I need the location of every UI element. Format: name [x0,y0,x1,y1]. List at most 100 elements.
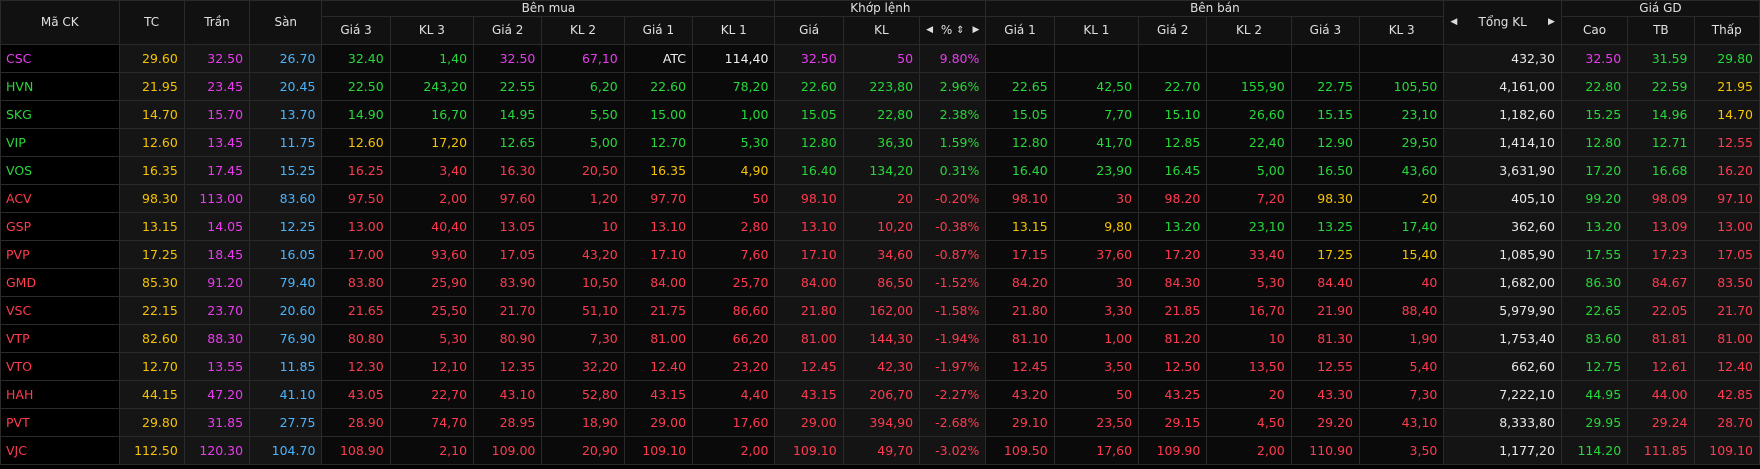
ref-price-cell[interactable]: 12.60 [118,128,185,157]
header-sell-vol1[interactable]: KL 1 [1053,16,1140,45]
match-pct-cell[interactable]: -1.52% [919,268,987,297]
header-sell-price1[interactable]: Giá 1 [985,16,1055,45]
match-pct-cell[interactable]: -0.38% [919,212,987,241]
table-row[interactable]: VJC 112.50 120.30 104.70 108.90 2,10 109.00 20,… [0,436,1760,465]
header-ceiling[interactable]: Trần [183,0,251,45]
table-row[interactable]: CSC 29.60 32.50 26.70 32.40 1,40 32.50 67,10 ATC… [0,44,1760,73]
buy-price2-cell[interactable]: 43.10 [473,380,543,409]
sell-vol2-cell[interactable]: 33,40 [1206,240,1292,269]
buy-vol3-cell[interactable]: 1,40 [389,44,475,73]
sell-vol1-cell[interactable] [1053,44,1140,73]
header-buy-price3[interactable]: Giá 3 [321,16,391,45]
floor-price-cell[interactable]: 11.85 [249,352,323,381]
sell-vol3-cell[interactable]: 29,50 [1359,128,1445,157]
sell-price3-cell[interactable]: 110.90 [1290,436,1361,465]
arrow-left-icon[interactable]: ◀ [1450,17,1458,27]
sell-price2-cell[interactable]: 29.15 [1138,408,1208,437]
sell-price1-cell[interactable]: 109.50 [985,436,1055,465]
buy-price1-cell[interactable]: 15.00 [623,100,694,129]
sell-vol2-cell[interactable]: 22,40 [1206,128,1292,157]
sell-price2-cell[interactable]: 12.85 [1138,128,1208,157]
high-price-cell[interactable]: 12.75 [1560,352,1629,381]
match-pct-cell[interactable]: -1.94% [919,324,987,353]
symbol-cell[interactable]: SKG [0,100,120,129]
sell-price3-cell[interactable]: 16.50 [1290,156,1361,185]
symbol-cell[interactable]: VSC [0,296,120,325]
total-vol-cell[interactable]: 662,60 [1443,352,1562,381]
match-vol-cell[interactable]: 86,50 [842,268,921,297]
ceiling-price-cell[interactable]: 13.45 [183,128,251,157]
buy-vol1-cell[interactable]: 4,40 [692,380,776,409]
avg-price-cell[interactable]: 22.59 [1627,72,1695,101]
buy-vol2-cell[interactable]: 5,50 [541,100,625,129]
ref-price-cell[interactable]: 17.25 [118,240,185,269]
ref-price-cell[interactable]: 98.30 [118,184,185,213]
buy-price1-cell[interactable]: 81.00 [623,324,694,353]
sell-price2-cell[interactable]: 98.20 [1138,184,1208,213]
buy-price3-cell[interactable]: 28.90 [321,408,391,437]
sell-vol3-cell[interactable]: 88,40 [1359,296,1445,325]
floor-price-cell[interactable]: 27.75 [249,408,323,437]
high-price-cell[interactable]: 13.20 [1560,212,1629,241]
buy-price3-cell[interactable]: 17.00 [321,240,391,269]
ref-price-cell[interactable]: 112.50 [118,436,185,465]
ceiling-price-cell[interactable]: 13.55 [183,352,251,381]
low-price-cell[interactable]: 16.20 [1693,156,1760,185]
symbol-cell[interactable]: HAH [0,380,120,409]
buy-vol2-cell[interactable]: 5,00 [541,128,625,157]
match-pct-cell[interactable]: -2.68% [919,408,987,437]
buy-price1-cell[interactable]: 29.00 [623,408,694,437]
high-price-cell[interactable]: 83.60 [1560,324,1629,353]
sell-price1-cell[interactable]: 12.45 [985,352,1055,381]
buy-vol2-cell[interactable]: 32,20 [541,352,625,381]
high-price-cell[interactable]: 99.20 [1560,184,1629,213]
table-row[interactable]: HAH 44.15 47.20 41.10 43.05 22,70 43.10 52,80 43… [0,380,1760,409]
buy-price2-cell[interactable]: 22.55 [473,72,543,101]
match-price-cell[interactable]: 13.10 [774,212,844,241]
sell-price2-cell[interactable]: 17.20 [1138,240,1208,269]
symbol-cell[interactable]: GMD [0,268,120,297]
floor-price-cell[interactable]: 76.90 [249,324,323,353]
header-buy-price1[interactable]: Giá 1 [623,16,694,45]
match-pct-cell[interactable]: 0.31% [919,156,987,185]
sell-price3-cell[interactable]: 84.40 [1290,268,1361,297]
header-buy-vol3[interactable]: KL 3 [389,16,475,45]
buy-vol2-cell[interactable]: 43,20 [541,240,625,269]
sell-price2-cell[interactable]: 21.85 [1138,296,1208,325]
sell-price1-cell[interactable]: 13.15 [985,212,1055,241]
low-price-cell[interactable]: 21.70 [1693,296,1760,325]
header-ref[interactable]: TC [118,0,185,45]
sort-icon[interactable]: ⇕ [956,24,965,36]
low-price-cell[interactable]: 13.00 [1693,212,1760,241]
buy-vol1-cell[interactable]: 17,60 [692,408,776,437]
low-price-cell[interactable]: 17.05 [1693,240,1760,269]
sell-price2-cell[interactable]: 109.90 [1138,436,1208,465]
match-price-cell[interactable]: 43.15 [774,380,844,409]
ref-price-cell[interactable]: 44.15 [118,380,185,409]
match-price-cell[interactable]: 81.00 [774,324,844,353]
match-vol-cell[interactable]: 42,30 [842,352,921,381]
buy-vol1-cell[interactable]: 2,80 [692,212,776,241]
buy-vol3-cell[interactable]: 74,70 [389,408,475,437]
total-vol-cell[interactable]: 7,222,10 [1443,380,1562,409]
buy-price3-cell[interactable]: 21.65 [321,296,391,325]
sell-price1-cell[interactable]: 15.05 [985,100,1055,129]
symbol-cell[interactable]: VJC [0,436,120,465]
sell-price3-cell[interactable] [1290,44,1361,73]
symbol-cell[interactable]: GSP [0,212,120,241]
match-price-cell[interactable]: 12.80 [774,128,844,157]
avg-price-cell[interactable]: 14.96 [1627,100,1695,129]
buy-price3-cell[interactable]: 16.25 [321,156,391,185]
low-price-cell[interactable]: 29.80 [1693,44,1760,73]
buy-vol2-cell[interactable]: 51,10 [541,296,625,325]
floor-price-cell[interactable]: 15.25 [249,156,323,185]
sell-vol2-cell[interactable]: 10 [1206,324,1292,353]
sell-price1-cell[interactable]: 21.80 [985,296,1055,325]
sell-price1-cell[interactable]: 22.65 [985,72,1055,101]
sell-price3-cell[interactable]: 81.30 [1290,324,1361,353]
buy-vol1-cell[interactable]: 4,90 [692,156,776,185]
header-floor[interactable]: Sàn [249,0,323,45]
high-price-cell[interactable]: 22.80 [1560,72,1629,101]
sell-vol1-cell[interactable]: 23,90 [1053,156,1140,185]
match-price-cell[interactable]: 17.10 [774,240,844,269]
